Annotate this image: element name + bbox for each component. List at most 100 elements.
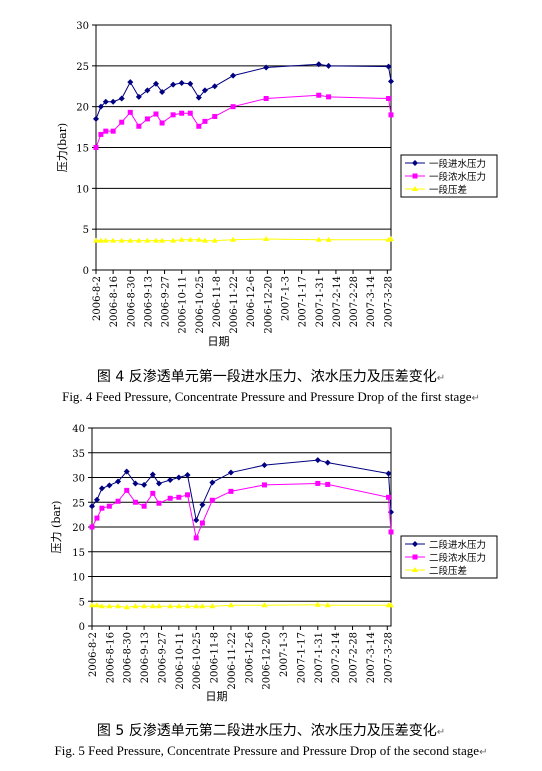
data-point — [93, 115, 99, 122]
data-point — [110, 98, 117, 105]
data-point — [135, 93, 142, 100]
data-point — [227, 469, 234, 476]
legend-marker — [412, 567, 418, 572]
data-point — [202, 118, 208, 124]
data-point — [93, 602, 100, 608]
y-tick-label: 15 — [76, 144, 89, 155]
x-tick-label: 2006-10-11 — [175, 632, 186, 690]
data-point — [127, 237, 134, 243]
x-tick-label: 2006-8-16 — [105, 632, 116, 683]
data-point — [315, 236, 322, 242]
data-point — [127, 79, 134, 86]
data-point — [93, 237, 99, 243]
data-point — [152, 80, 159, 87]
data-point — [185, 492, 191, 498]
data-point — [179, 110, 185, 116]
x-tick-label: 2006-11-22 — [229, 276, 240, 334]
series-line — [91, 482, 392, 540]
data-point — [89, 602, 95, 608]
y-tick-label: 5 — [83, 225, 89, 236]
data-point — [167, 476, 174, 483]
x-tick-label: 2007-1-31 — [315, 276, 326, 327]
data-point — [98, 603, 105, 609]
series-line — [96, 238, 392, 242]
data-point — [388, 602, 394, 608]
data-point — [115, 498, 121, 504]
data-point — [153, 111, 159, 117]
data-point — [93, 496, 100, 503]
x-tick-label: 2006-9-13 — [140, 632, 151, 683]
data-point — [263, 235, 270, 241]
data-point — [195, 236, 202, 242]
x-tick-label: 2006-8-16 — [109, 276, 120, 327]
legend-label: 二段进水压力 — [429, 539, 486, 551]
y-tick-label: 0 — [79, 622, 85, 633]
data-point — [184, 472, 191, 479]
x-tick-label: 2006-11-8 — [212, 276, 223, 327]
data-point — [261, 462, 268, 469]
data-point — [325, 481, 331, 487]
data-point — [261, 602, 268, 608]
x-tick-label: 2007-3-28 — [383, 632, 394, 683]
y-tick-label: 35 — [72, 449, 85, 460]
x-tick-label: 2006-9-27 — [161, 276, 172, 327]
x-tick-label: 2007-2-14 — [332, 276, 343, 327]
data-point — [167, 495, 173, 501]
x-tick-label: 2007-2-28 — [349, 276, 360, 327]
data-point — [201, 87, 208, 94]
x-tick-label: 2006-9-13 — [143, 276, 154, 327]
x-tick-label: 2006-12-20 — [263, 276, 274, 334]
data-point — [196, 123, 202, 129]
data-point — [326, 94, 332, 100]
data-point — [388, 235, 394, 241]
data-point — [152, 237, 159, 243]
data-point — [89, 503, 95, 510]
data-point — [199, 520, 205, 526]
x-tick-label: 2007-3-14 — [366, 276, 377, 327]
data-point — [227, 602, 234, 608]
data-point — [178, 79, 185, 86]
data-point — [103, 128, 109, 134]
y-tick-label: 40 — [72, 424, 85, 435]
data-point — [132, 499, 138, 505]
data-point — [106, 603, 113, 609]
data-point — [386, 96, 392, 101]
data-point — [149, 471, 156, 478]
data-point — [263, 96, 269, 101]
legend-marker — [412, 160, 418, 166]
data-point — [388, 529, 394, 535]
data-point — [199, 501, 206, 508]
data-point — [385, 63, 392, 70]
y-tick-label: 20 — [76, 103, 89, 114]
x-tick-label: 2006-8-2 — [88, 632, 99, 677]
data-point — [118, 237, 125, 243]
legend-marker — [412, 554, 418, 560]
legend-marker — [412, 186, 418, 191]
data-point — [315, 61, 322, 68]
data-point — [150, 490, 156, 496]
x-tick-label: 2006-11-8 — [210, 632, 221, 683]
figure-5-caption-en: Fig. 5 Feed Pressure, Concentrate Pressu… — [54, 743, 488, 758]
data-point — [93, 145, 99, 150]
x-axis-title: 日期 — [208, 335, 230, 348]
series-line — [95, 63, 392, 120]
data-point — [230, 104, 236, 110]
data-point — [386, 494, 392, 500]
data-point — [228, 488, 234, 494]
data-point — [102, 98, 109, 105]
data-point — [388, 78, 394, 85]
legend-label: 一段进水压力 — [429, 158, 486, 170]
data-point — [141, 481, 148, 488]
x-tick-label: 2006-11-22 — [227, 632, 238, 690]
data-point — [176, 494, 182, 500]
x-tick-label: 2006-8-2 — [92, 276, 103, 321]
data-point — [167, 603, 174, 609]
y-tick-label: 30 — [72, 474, 85, 485]
data-point — [175, 474, 182, 481]
data-point — [136, 123, 142, 129]
figure-4-caption-en: Fig. 4 Feed Pressure, Concentrate Pressu… — [62, 389, 480, 404]
data-point — [209, 479, 216, 486]
data-point — [119, 119, 125, 125]
data-point — [209, 497, 215, 503]
data-point — [110, 128, 116, 134]
